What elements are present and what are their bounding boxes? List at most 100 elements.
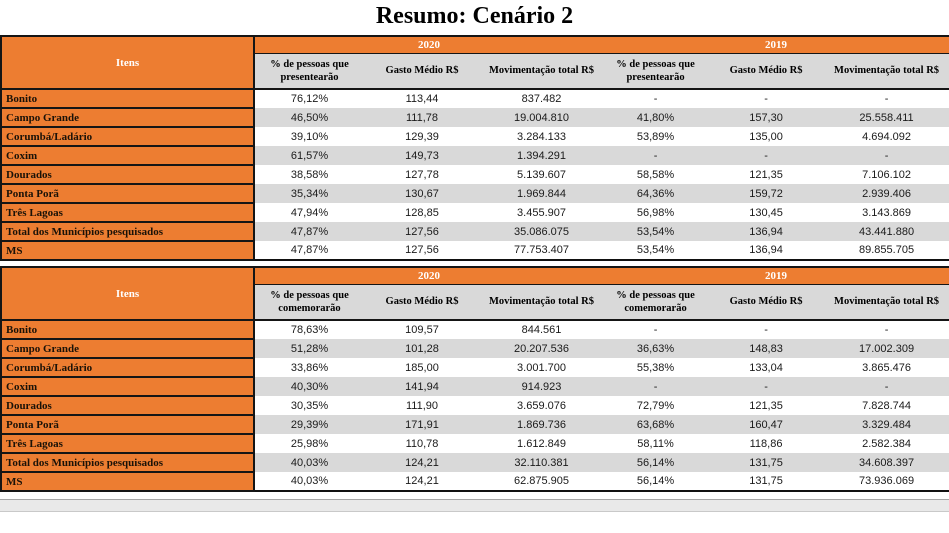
- col-header-gasto-2020[interactable]: Gasto Médio R$: [364, 284, 480, 321]
- cell-movimentacao-2019[interactable]: 3.143.869: [824, 203, 949, 222]
- cell-movimentacao-2020[interactable]: 914.923: [480, 377, 604, 396]
- cell-pct-2019[interactable]: -: [603, 320, 709, 339]
- cell-pct-2020[interactable]: 40,03%: [254, 453, 364, 472]
- cell-gasto-2019[interactable]: 159,72: [708, 184, 825, 203]
- cell-movimentacao-2020[interactable]: 35.086.075: [480, 222, 604, 241]
- cell-gasto-2019[interactable]: -: [708, 320, 825, 339]
- cell-movimentacao-2019[interactable]: 2.582.384: [824, 434, 949, 453]
- cell-gasto-2020[interactable]: 141,94: [364, 377, 480, 396]
- cell-movimentacao-2019[interactable]: 25.558.411: [824, 108, 949, 127]
- col-header-gasto-2019[interactable]: Gasto Médio R$: [708, 53, 825, 90]
- cell-gasto-2019[interactable]: 135,00: [708, 127, 825, 146]
- items-header-cell[interactable]: Itens: [0, 35, 255, 90]
- row-label-cell[interactable]: Total dos Municípios pesquisados: [0, 221, 255, 242]
- row-label-cell[interactable]: Corumbá/Ladário: [0, 357, 255, 378]
- cell-pct-2020[interactable]: 51,28%: [254, 339, 364, 358]
- cell-gasto-2019[interactable]: 136,94: [708, 241, 825, 260]
- cell-movimentacao-2019[interactable]: 43.441.880: [824, 222, 949, 241]
- cell-pct-2020[interactable]: 35,34%: [254, 184, 364, 203]
- cell-gasto-2020[interactable]: 111,90: [364, 396, 480, 415]
- row-label-cell[interactable]: Total dos Municípios pesquisados: [0, 452, 255, 473]
- cell-gasto-2020[interactable]: 127,56: [364, 241, 480, 260]
- cell-movimentacao-2019[interactable]: 7.828.744: [824, 396, 949, 415]
- cell-gasto-2020[interactable]: 127,78: [364, 165, 480, 184]
- cell-gasto-2020[interactable]: 128,85: [364, 203, 480, 222]
- cell-gasto-2020[interactable]: 149,73: [364, 146, 480, 165]
- col-header-gasto-2020[interactable]: Gasto Médio R$: [364, 53, 480, 90]
- cell-gasto-2019[interactable]: 130,45: [708, 203, 825, 222]
- row-label-cell[interactable]: Corumbá/Ladário: [0, 126, 255, 147]
- cell-pct-2019[interactable]: 53,54%: [603, 241, 709, 260]
- cell-movimentacao-2020[interactable]: 1.869.736: [480, 415, 604, 434]
- cell-movimentacao-2020[interactable]: 3.455.907: [480, 203, 604, 222]
- cell-pct-2019[interactable]: 56,98%: [603, 203, 709, 222]
- cell-gasto-2020[interactable]: 124,21: [364, 453, 480, 472]
- cell-gasto-2019[interactable]: 148,83: [708, 339, 825, 358]
- cell-pct-2020[interactable]: 38,58%: [254, 165, 364, 184]
- cell-gasto-2019[interactable]: -: [708, 89, 825, 108]
- cell-gasto-2020[interactable]: 109,57: [364, 320, 480, 339]
- items-header-cell[interactable]: Itens: [0, 266, 255, 321]
- cell-movimentacao-2020[interactable]: 77.753.407: [480, 241, 604, 260]
- cell-gasto-2020[interactable]: 171,91: [364, 415, 480, 434]
- row-label-cell[interactable]: Bonito: [0, 88, 255, 109]
- cell-pct-2020[interactable]: 30,35%: [254, 396, 364, 415]
- cell-pct-2020[interactable]: 29,39%: [254, 415, 364, 434]
- cell-pct-2020[interactable]: 39,10%: [254, 127, 364, 146]
- cell-pct-2020[interactable]: 33,86%: [254, 358, 364, 377]
- cell-movimentacao-2020[interactable]: 3.001.700: [480, 358, 604, 377]
- cell-movimentacao-2019[interactable]: 3.865.476: [824, 358, 949, 377]
- cell-movimentacao-2020[interactable]: 62.875.905: [480, 472, 604, 491]
- col-header-pct-2020[interactable]: % de pessoas que presentearão: [254, 53, 364, 90]
- cell-movimentacao-2019[interactable]: 89.855.705: [824, 241, 949, 260]
- cell-gasto-2019[interactable]: 157,30: [708, 108, 825, 127]
- cell-gasto-2019[interactable]: 131,75: [708, 472, 825, 491]
- cell-gasto-2019[interactable]: -: [708, 146, 825, 165]
- year-2019-header-cell[interactable]: 2019: [603, 266, 949, 285]
- cell-movimentacao-2020[interactable]: 837.482: [480, 89, 604, 108]
- cell-movimentacao-2020[interactable]: 20.207.536: [480, 339, 604, 358]
- row-label-cell[interactable]: Dourados: [0, 164, 255, 185]
- cell-gasto-2020[interactable]: 110,78: [364, 434, 480, 453]
- cell-pct-2019[interactable]: 53,89%: [603, 127, 709, 146]
- cell-pct-2019[interactable]: 58,11%: [603, 434, 709, 453]
- cell-pct-2019[interactable]: -: [603, 146, 709, 165]
- cell-pct-2019[interactable]: 64,36%: [603, 184, 709, 203]
- cell-pct-2019[interactable]: 58,58%: [603, 165, 709, 184]
- cell-gasto-2020[interactable]: 130,67: [364, 184, 480, 203]
- cell-gasto-2019[interactable]: 160,47: [708, 415, 825, 434]
- col-header-pct-2019[interactable]: % de pessoas que presentearão: [603, 53, 709, 90]
- cell-movimentacao-2019[interactable]: -: [824, 320, 949, 339]
- cell-gasto-2019[interactable]: 121,35: [708, 396, 825, 415]
- row-label-cell[interactable]: Ponta Porã: [0, 414, 255, 435]
- cell-pct-2019[interactable]: -: [603, 89, 709, 108]
- cell-gasto-2019[interactable]: -: [708, 377, 825, 396]
- col-header-movimentacao-2020[interactable]: Movimentação total R$: [480, 284, 604, 321]
- cell-movimentacao-2019[interactable]: 34.608.397: [824, 453, 949, 472]
- cell-pct-2020[interactable]: 25,98%: [254, 434, 364, 453]
- cell-pct-2020[interactable]: 40,03%: [254, 472, 364, 491]
- cell-gasto-2020[interactable]: 111,78: [364, 108, 480, 127]
- cell-pct-2019[interactable]: 63,68%: [603, 415, 709, 434]
- year-2019-header-cell[interactable]: 2019: [603, 35, 949, 54]
- row-label-cell[interactable]: Três Lagoas: [0, 202, 255, 223]
- cell-pct-2020[interactable]: 47,87%: [254, 222, 364, 241]
- col-header-movimentacao-2019[interactable]: Movimentação total R$: [824, 284, 949, 321]
- cell-gasto-2020[interactable]: 185,00: [364, 358, 480, 377]
- cell-movimentacao-2020[interactable]: 1.612.849: [480, 434, 604, 453]
- cell-gasto-2020[interactable]: 127,56: [364, 222, 480, 241]
- cell-pct-2020[interactable]: 40,30%: [254, 377, 364, 396]
- row-label-cell[interactable]: Bonito: [0, 319, 255, 340]
- cell-gasto-2020[interactable]: 101,28: [364, 339, 480, 358]
- cell-pct-2019[interactable]: -: [603, 377, 709, 396]
- cell-pct-2019[interactable]: 55,38%: [603, 358, 709, 377]
- cell-gasto-2020[interactable]: 129,39: [364, 127, 480, 146]
- col-header-gasto-2019[interactable]: Gasto Médio R$: [708, 284, 825, 321]
- cell-gasto-2020[interactable]: 124,21: [364, 472, 480, 491]
- cell-pct-2019[interactable]: 41,80%: [603, 108, 709, 127]
- row-label-cell[interactable]: Três Lagoas: [0, 433, 255, 454]
- row-label-cell[interactable]: MS: [0, 471, 255, 492]
- cell-pct-2019[interactable]: 53,54%: [603, 222, 709, 241]
- row-label-cell[interactable]: MS: [0, 240, 255, 261]
- cell-gasto-2019[interactable]: 136,94: [708, 222, 825, 241]
